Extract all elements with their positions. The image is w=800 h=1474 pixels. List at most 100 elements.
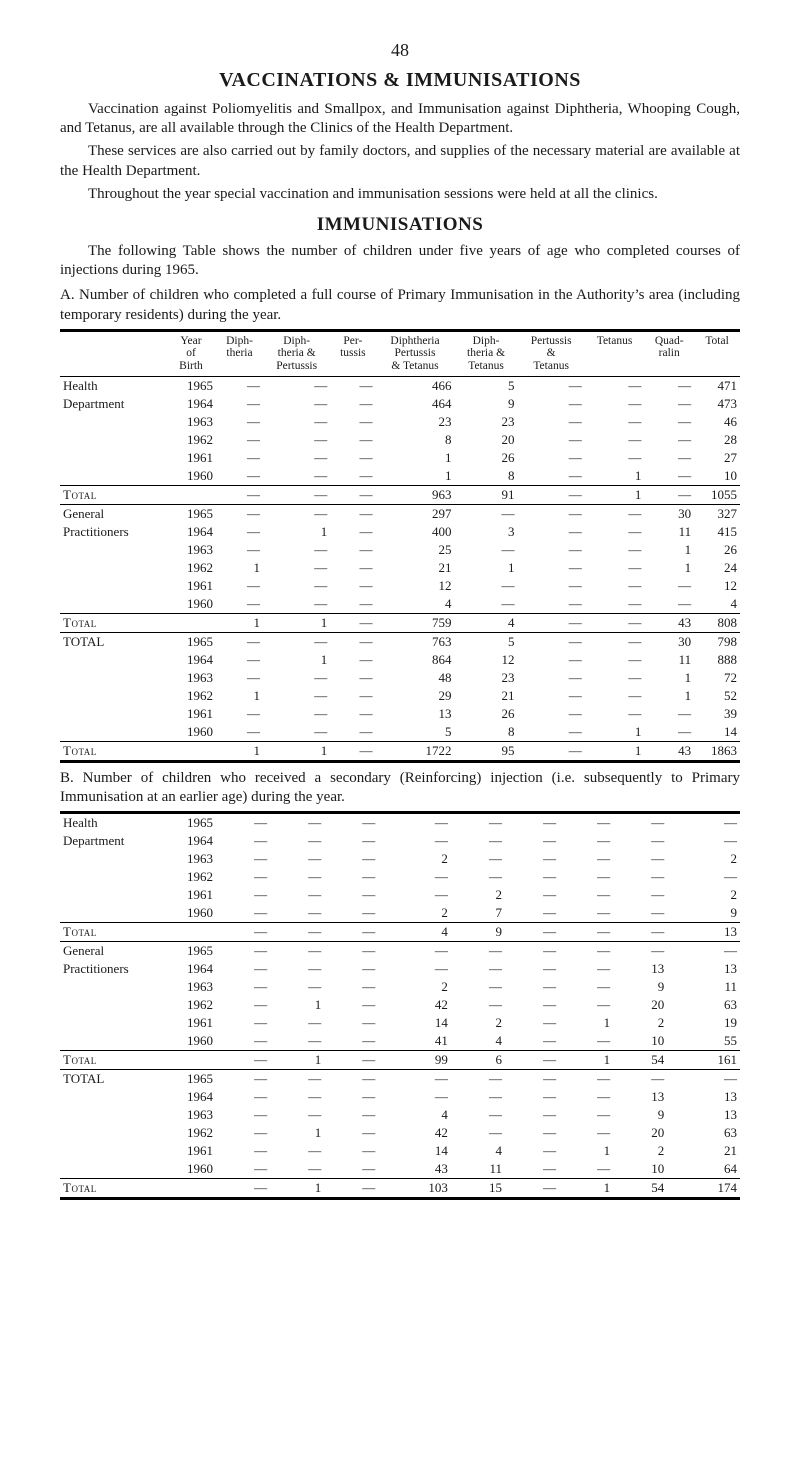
cell: —	[585, 395, 645, 413]
cell: —	[263, 541, 330, 559]
cell: —	[330, 687, 375, 705]
cell: —	[378, 814, 451, 832]
cell: —	[378, 941, 451, 960]
cell: —	[585, 559, 645, 577]
cell: —	[613, 922, 667, 941]
cell: 1	[375, 467, 454, 486]
cell: 1722	[375, 741, 454, 761]
table-row: 1963———2———911	[60, 978, 740, 996]
cell: 29	[375, 687, 454, 705]
cell: 28	[694, 431, 740, 449]
cell: —	[324, 1124, 378, 1142]
cell: —	[216, 1088, 270, 1106]
cell: —	[330, 651, 375, 669]
cell: —	[270, 941, 324, 960]
cell: 4	[451, 1032, 505, 1051]
cell: —	[613, 832, 667, 850]
cell: —	[613, 1069, 667, 1088]
cell: —	[270, 960, 324, 978]
cell: —	[518, 541, 585, 559]
cell: —	[324, 814, 378, 832]
row-year: 1964	[166, 395, 216, 413]
cell: —	[216, 1178, 270, 1198]
cell: —	[518, 632, 585, 651]
cell: —	[644, 577, 694, 595]
cell: 48	[375, 669, 454, 687]
heading-immunisations: IMMUNISATIONS	[60, 214, 740, 236]
cell: —	[216, 449, 263, 467]
cell: 5	[455, 632, 518, 651]
cell: 798	[694, 632, 740, 651]
cell: —	[270, 832, 324, 850]
cell: 2	[451, 886, 505, 904]
table-row: 19621——2921——152	[60, 687, 740, 705]
cell: 2	[451, 1014, 505, 1032]
table-total-row: Total———96391—1—1055	[60, 485, 740, 504]
cell: —	[216, 376, 263, 395]
cell: 42	[378, 996, 451, 1014]
cell: —	[263, 485, 330, 504]
row-year: 1962	[166, 687, 216, 705]
cell: —	[455, 595, 518, 614]
cell: —	[263, 449, 330, 467]
table-total-row: Total—1—10315—154174	[60, 1178, 740, 1198]
table-row: 1960———414——1055	[60, 1032, 740, 1051]
cell: —	[451, 1069, 505, 1088]
cell: —	[330, 449, 375, 467]
row-year: 1960	[166, 1160, 216, 1179]
cell: 759	[375, 613, 454, 632]
cell: 1	[455, 559, 518, 577]
cell: 103	[378, 1178, 451, 1198]
cell: 1	[585, 467, 645, 486]
cell: 1	[263, 651, 330, 669]
table-b: Health1965—————————Department1964———————…	[60, 811, 740, 1200]
total-label: Total	[60, 922, 166, 941]
cell: 23	[455, 669, 518, 687]
cell: 11	[667, 978, 740, 996]
cell: —	[518, 376, 585, 395]
cell: 1	[644, 541, 694, 559]
cell: —	[451, 978, 505, 996]
cell: —	[216, 868, 270, 886]
cell: —	[216, 850, 270, 868]
cell: 2	[378, 850, 451, 868]
cell: —	[330, 595, 375, 614]
section-a-label: A. Number of children who completed a fu…	[60, 286, 740, 324]
cell: 39	[694, 705, 740, 723]
cell: —	[378, 886, 451, 904]
cell: —	[585, 669, 645, 687]
row-group-label	[60, 687, 166, 705]
page-number: 48	[60, 40, 740, 61]
cell: 52	[694, 687, 740, 705]
cell: 10	[694, 467, 740, 486]
cell: —	[216, 941, 270, 960]
cell: 1	[263, 613, 330, 632]
col-header: Tetanus	[585, 330, 645, 376]
row-year: 1961	[166, 577, 216, 595]
cell: 8	[455, 467, 518, 486]
cell: —	[330, 485, 375, 504]
cell: —	[505, 978, 559, 996]
cell: —	[585, 523, 645, 541]
cell: —	[324, 904, 378, 923]
table-row: 1961————2———2	[60, 886, 740, 904]
cell: 30	[644, 504, 694, 523]
cell: —	[270, 886, 324, 904]
cell: —	[263, 376, 330, 395]
cell: —	[559, 904, 613, 923]
cell: —	[270, 922, 324, 941]
cell: —	[559, 922, 613, 941]
cell: 1	[559, 1142, 613, 1160]
cell: 1	[585, 485, 645, 504]
cell: 12	[375, 577, 454, 595]
cell: 23	[375, 413, 454, 431]
table-row: TOTAL1965———7635——30798	[60, 632, 740, 651]
cell: —	[505, 868, 559, 886]
table-row: 1960———18—1—10	[60, 467, 740, 486]
cell: 1	[559, 1050, 613, 1069]
cell: 43	[644, 613, 694, 632]
row-year: 1961	[166, 705, 216, 723]
cell: —	[330, 613, 375, 632]
cell: 43	[644, 741, 694, 761]
cell: —	[263, 467, 330, 486]
